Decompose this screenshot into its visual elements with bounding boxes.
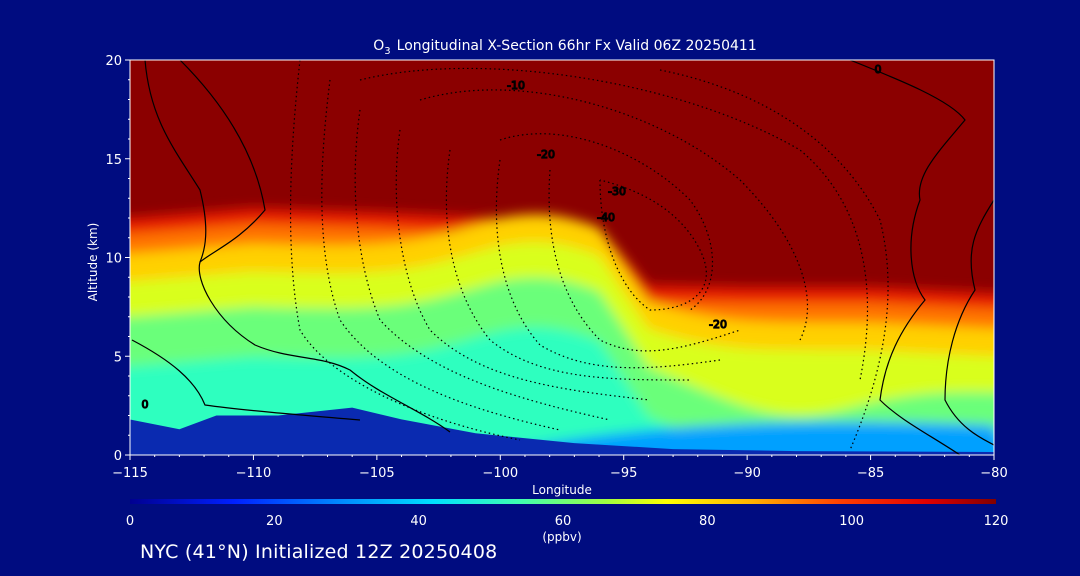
plot-area: -10 -20 -30 -40 -20 0 0 bbox=[130, 60, 994, 455]
colorbar-tick-label: 120 bbox=[984, 514, 1009, 529]
x-tick-label: −80 bbox=[980, 466, 1007, 481]
chart-title: O3 Longitudinal X-Section 66hr Fx Valid 0… bbox=[373, 38, 757, 57]
colorbar-tick-label: 60 bbox=[555, 514, 572, 529]
contour-solid bbox=[131, 339, 361, 421]
contour-label: -40 bbox=[597, 211, 615, 224]
x-axis-label: Longitude bbox=[532, 483, 592, 497]
colorbar-tick-label: 100 bbox=[839, 514, 864, 529]
terrain-mask bbox=[130, 407, 994, 455]
contour-solid bbox=[944, 199, 994, 446]
colorbar-tick-label: 80 bbox=[699, 514, 716, 529]
y-axis: 0 5 10 15 20 bbox=[105, 54, 130, 464]
y-axis-label: Altitude (km) bbox=[86, 223, 100, 302]
x-tick-label: −90 bbox=[733, 466, 760, 481]
contour-solid bbox=[849, 60, 966, 455]
colorbar-tick-label: 40 bbox=[410, 514, 427, 529]
contour-dotted bbox=[354, 109, 611, 421]
x-tick-label: −110 bbox=[236, 466, 272, 481]
contour-dotted bbox=[599, 179, 707, 311]
contour-label: -10 bbox=[507, 79, 525, 92]
x-tick-label: −95 bbox=[610, 466, 637, 481]
contour-label: -30 bbox=[608, 185, 626, 198]
contour-label: -20 bbox=[537, 148, 555, 161]
colorbar-label: (ppbv) bbox=[542, 530, 581, 544]
y-tick-label: 15 bbox=[105, 153, 122, 168]
footer-label: NYC (41°N) Initialized 12Z 20250408 bbox=[140, 541, 498, 563]
colorbar-tick-label: 0 bbox=[126, 514, 134, 529]
y-tick-label: 0 bbox=[114, 449, 122, 464]
x-tick-label: −85 bbox=[857, 466, 884, 481]
contour-label: -20 bbox=[709, 318, 727, 331]
contour-lines: -10 -20 -30 -40 -20 0 0 bbox=[131, 60, 994, 455]
contour-label: 0 bbox=[142, 398, 149, 411]
contour-dotted bbox=[359, 67, 869, 381]
colorbar-tick-label: 20 bbox=[266, 514, 283, 529]
y-tick-label: 20 bbox=[105, 54, 122, 69]
contour-dotted bbox=[495, 159, 721, 369]
contour-solid bbox=[144, 60, 207, 263]
x-axis: −115 −110 −105 −100 −95 −90 −85 −80 bbox=[112, 455, 1008, 481]
x-tick-label: −100 bbox=[482, 466, 518, 481]
colorbar-ticks: 0 20 40 60 80 100 120 bbox=[126, 514, 1009, 529]
contour-dotted bbox=[499, 133, 714, 311]
y-tick-label: 5 bbox=[114, 350, 122, 365]
contour-solid bbox=[179, 60, 451, 433]
contour-dotted bbox=[659, 69, 889, 451]
contour-dotted bbox=[321, 79, 561, 431]
x-tick-label: −105 bbox=[359, 466, 395, 481]
y-tick-label: 10 bbox=[105, 252, 122, 267]
contour-dotted bbox=[548, 169, 741, 352]
x-tick-label: −115 bbox=[112, 466, 148, 481]
contour-dotted bbox=[289, 60, 521, 441]
colorbar bbox=[130, 499, 996, 504]
contour-label: 0 bbox=[875, 63, 882, 76]
contour-dotted bbox=[419, 89, 808, 341]
